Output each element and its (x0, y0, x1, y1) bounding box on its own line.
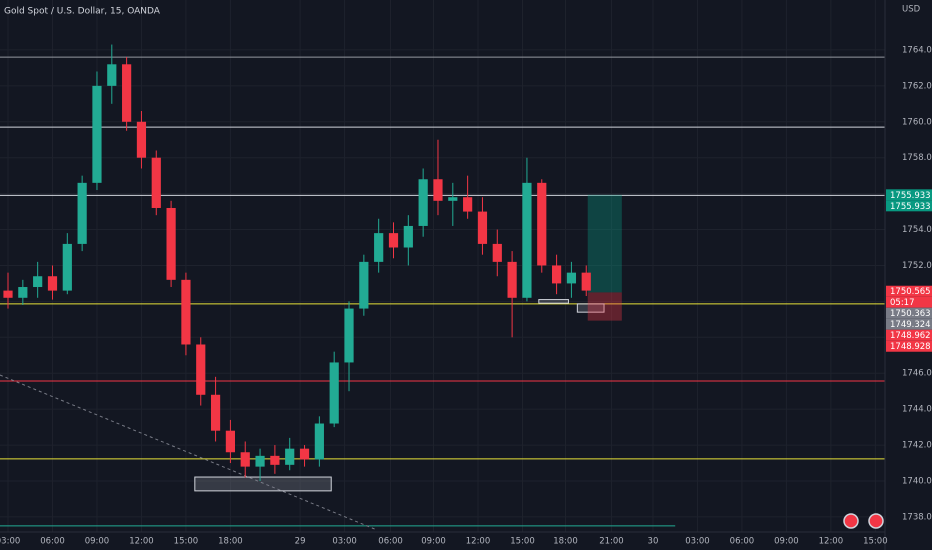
price-label-box (886, 340, 932, 352)
y-tick-label: 1740.000 (902, 476, 932, 486)
candle-body (329, 362, 339, 424)
candle-body (522, 182, 532, 298)
price-label: 1748.928 (890, 342, 931, 352)
x-tick-label: 06:00 (730, 537, 755, 547)
x-tick-label: 09:00 (85, 537, 110, 547)
candle-body (374, 233, 384, 262)
candle-body (33, 276, 43, 288)
candle-body (255, 455, 265, 467)
x-tick-label: 12:00 (466, 537, 491, 547)
x-tick-label: 29 (295, 537, 306, 547)
candle-body (507, 261, 517, 298)
event-icon[interactable] (843, 513, 859, 529)
x-tick-label: 18:00 (553, 537, 578, 547)
candle-body (566, 272, 577, 284)
x-tick-label: 03:00 (332, 537, 357, 547)
x-tick-label: 30 (648, 537, 659, 547)
price-label: 05:17 (890, 298, 915, 308)
candle-body (77, 182, 87, 244)
y-tick-label: 1744.000 (902, 405, 932, 415)
y-tick-label: 1764.000 (902, 45, 932, 55)
candle-body (477, 211, 488, 244)
x-tick-label: 03:00 (685, 537, 710, 547)
candle-body (270, 455, 280, 465)
price-label-box (886, 318, 932, 330)
price-label: 1748.962 (890, 331, 931, 341)
profit-zone (587, 194, 622, 293)
x-tick-label: 09:00 (774, 537, 799, 547)
event-icon[interactable] (868, 513, 884, 529)
candle-body (388, 233, 399, 248)
chart-title: Gold Spot / U.S. Dollar, 15, OANDA (4, 7, 161, 17)
candle-body (240, 452, 250, 467)
price-label-box (886, 307, 932, 319)
candle-body (62, 243, 72, 291)
price-label-box (886, 189, 932, 201)
candle-body (448, 197, 458, 201)
candle-body (537, 182, 547, 266)
candle-body (151, 157, 161, 208)
candle-body (285, 448, 295, 465)
candle-body (225, 430, 236, 453)
price-label-box (886, 296, 932, 308)
price-label: 1755.933 (890, 202, 931, 212)
price-label: 1755.933 (890, 191, 931, 201)
candle-body (581, 272, 591, 291)
candle-body (551, 265, 562, 284)
x-tick-label: 12:00 (129, 537, 154, 547)
candle-body (403, 225, 413, 248)
candle-body (299, 448, 310, 460)
x-tick-label: 15:00 (863, 537, 888, 547)
currency-label: USD (902, 5, 921, 15)
y-tick-label: 1754.000 (902, 225, 932, 235)
candle-body (314, 423, 324, 460)
x-tick-label: 03:00 (0, 537, 20, 547)
x-tick-label: 12:00 (819, 537, 844, 547)
x-tick-label: 06:00 (378, 537, 403, 547)
y-tick-label: 1760.000 (902, 117, 932, 127)
price-label: 1749.324 (890, 320, 931, 330)
candle-body (492, 243, 502, 262)
price-label: 1750.565 (890, 287, 931, 297)
y-tick-label: 1758.000 (902, 153, 932, 163)
x-tick-label: 15:00 (510, 537, 535, 547)
rectangle-drawing (538, 299, 569, 304)
price-label-box (886, 285, 932, 297)
price-label: 1750.363 (890, 309, 931, 319)
candle-body (359, 261, 369, 309)
candle-body (433, 179, 443, 201)
rectangle-drawing (194, 476, 332, 492)
candle-body (166, 207, 176, 280)
candle-body (210, 394, 221, 431)
rectangle-drawing (576, 303, 605, 313)
y-tick-label: 1752.000 (902, 261, 932, 271)
candle-body (344, 308, 354, 363)
loss-zone (587, 292, 622, 321)
y-tick-label: 1738.000 (902, 512, 932, 522)
candle-body (18, 287, 28, 298)
candle-body (463, 197, 473, 212)
x-tick-label: 21:00 (599, 537, 624, 547)
trend-line (0, 374, 376, 530)
x-tick-label: 06:00 (40, 537, 65, 547)
x-tick-label: 18:00 (218, 537, 243, 547)
candle-body (3, 290, 13, 298)
x-tick-label: 09:00 (421, 537, 446, 547)
candle-body (181, 279, 191, 345)
candle-body (92, 85, 102, 183)
candle-body (122, 64, 132, 122)
candle-body (196, 344, 206, 395)
y-tick-label: 1746.000 (902, 369, 932, 379)
y-tick-label: 1762.000 (902, 81, 932, 91)
candle-body (136, 121, 147, 158)
candle-body (107, 64, 117, 86)
candle-body (47, 276, 58, 291)
x-tick-label: 15:00 (174, 537, 199, 547)
price-label-box (886, 200, 932, 212)
y-tick-label: 1742.000 (902, 441, 932, 451)
candle-body (418, 179, 428, 226)
price-label-box (886, 329, 932, 341)
